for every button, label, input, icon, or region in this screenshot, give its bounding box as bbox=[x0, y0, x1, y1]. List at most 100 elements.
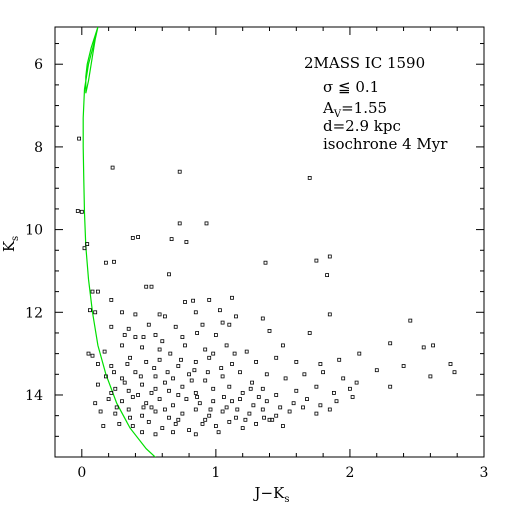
star-point bbox=[331, 390, 336, 395]
star-point bbox=[113, 386, 118, 391]
star-point bbox=[220, 320, 225, 325]
star-point bbox=[247, 411, 252, 416]
star-point bbox=[113, 411, 118, 416]
star-point bbox=[187, 372, 192, 377]
star-point bbox=[219, 366, 224, 371]
star-point bbox=[227, 419, 232, 424]
star-point bbox=[267, 328, 272, 333]
star-point bbox=[341, 376, 346, 381]
star-point bbox=[140, 345, 145, 350]
star-point bbox=[305, 397, 309, 402]
star-point bbox=[180, 384, 185, 389]
star-point bbox=[193, 359, 198, 364]
star-point bbox=[153, 386, 158, 391]
star-point bbox=[203, 417, 208, 422]
star-point bbox=[321, 370, 326, 375]
star-point bbox=[120, 310, 124, 315]
star-point bbox=[211, 386, 216, 391]
star-point bbox=[388, 341, 393, 346]
star-point bbox=[125, 362, 130, 366]
star-point bbox=[160, 426, 165, 431]
star-point bbox=[274, 393, 279, 397]
star-point bbox=[114, 405, 119, 410]
star-point bbox=[157, 347, 162, 352]
star-point bbox=[213, 424, 218, 428]
star-point bbox=[262, 415, 267, 420]
star-point bbox=[176, 364, 181, 368]
star-point bbox=[176, 393, 181, 397]
star-point bbox=[238, 397, 242, 402]
star-point bbox=[327, 312, 332, 317]
star-point bbox=[203, 378, 208, 383]
star-point bbox=[171, 376, 175, 381]
star-point bbox=[274, 413, 279, 418]
star-point bbox=[244, 349, 249, 354]
star-point bbox=[153, 374, 158, 379]
star-point bbox=[130, 235, 135, 240]
star-point bbox=[136, 235, 141, 239]
star-point bbox=[140, 413, 145, 418]
star-point bbox=[126, 407, 131, 412]
star-point bbox=[401, 364, 406, 368]
y-tick-label: 12 bbox=[25, 305, 43, 321]
star-point bbox=[388, 384, 393, 389]
star-point bbox=[307, 175, 312, 180]
star-point bbox=[283, 376, 288, 381]
star-point bbox=[193, 390, 198, 395]
star-point bbox=[195, 331, 200, 335]
y-tick-label: 10 bbox=[25, 223, 43, 239]
star-point bbox=[216, 430, 221, 435]
star-point bbox=[318, 403, 323, 408]
star-point bbox=[176, 417, 181, 422]
star-point bbox=[280, 343, 285, 348]
star-point bbox=[234, 314, 238, 319]
star-point bbox=[235, 407, 240, 412]
star-point bbox=[109, 324, 114, 329]
star-point bbox=[180, 411, 185, 416]
star-point bbox=[79, 209, 84, 214]
star-point bbox=[334, 399, 339, 404]
star-point bbox=[126, 326, 131, 331]
star-point bbox=[179, 357, 183, 362]
star-point bbox=[133, 335, 138, 340]
star-point bbox=[144, 401, 149, 406]
star-point bbox=[207, 297, 212, 302]
star-point bbox=[177, 169, 182, 174]
x-tick-label: 2 bbox=[345, 465, 354, 481]
star-point bbox=[162, 380, 167, 385]
star-point bbox=[220, 374, 225, 379]
star-point bbox=[157, 312, 162, 317]
star-point bbox=[193, 310, 198, 315]
y-tick-label: 14 bbox=[25, 388, 43, 404]
star-point bbox=[243, 417, 248, 422]
star-point bbox=[177, 221, 182, 226]
star-point bbox=[232, 351, 237, 356]
star-point bbox=[350, 395, 355, 399]
star-point bbox=[187, 428, 192, 433]
star-point bbox=[251, 403, 256, 408]
star-point bbox=[109, 390, 114, 395]
star-point bbox=[120, 399, 124, 404]
star-point bbox=[314, 258, 319, 263]
star-point bbox=[104, 374, 108, 379]
star-point bbox=[203, 347, 208, 352]
star-point bbox=[112, 259, 116, 264]
star-point bbox=[193, 432, 198, 437]
star-point bbox=[224, 405, 229, 410]
star-point bbox=[146, 419, 151, 424]
star-point bbox=[140, 430, 145, 435]
star-point bbox=[260, 407, 265, 412]
star-point bbox=[264, 372, 269, 377]
x-tick-label: 0 bbox=[77, 465, 86, 481]
star-point bbox=[149, 390, 154, 395]
star-point bbox=[126, 388, 131, 393]
annotation-block: 2MASS IC 1590 σ ≦ 0.1 AV=1.55 d=2.9 kpc … bbox=[304, 54, 448, 153]
x-tick-label: 1 bbox=[211, 465, 220, 481]
x-axis-label: J−Ks bbox=[253, 484, 290, 505]
star-point bbox=[354, 380, 359, 385]
star-point bbox=[117, 421, 122, 426]
star-point bbox=[120, 376, 124, 381]
star-point bbox=[195, 395, 200, 399]
star-point bbox=[82, 246, 87, 251]
star-point bbox=[287, 409, 292, 414]
